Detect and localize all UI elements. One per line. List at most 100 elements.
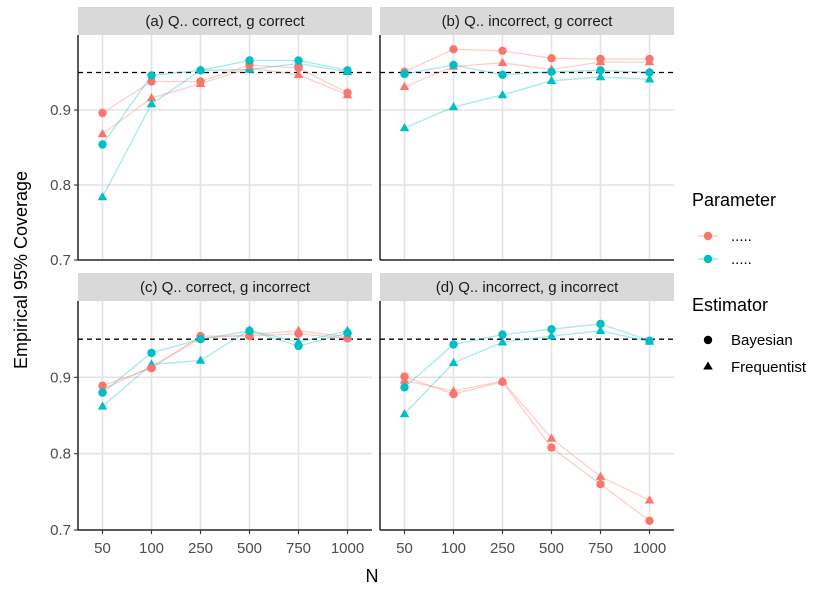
- legend-key-triangle: [703, 361, 713, 370]
- point-bayesian-param1: [147, 364, 156, 373]
- point-bayesian-param1: [498, 46, 507, 55]
- series-line-param1-frequentist: [102, 330, 348, 391]
- facet-strip: [78, 273, 372, 301]
- point-bayesian-param1: [596, 54, 605, 64]
- y-axes: 0.7 0.8 0.9 0.7 0.8 0.9: [50, 102, 78, 539]
- point-frequentist-param1: [146, 93, 157, 102]
- point-frequentist-param2: [195, 355, 206, 364]
- series-line-param2-frequentist: [102, 329, 348, 407]
- point-frequentist-param2: [497, 90, 508, 99]
- series-line-param2-frequentist: [404, 76, 650, 129]
- point-bayesian-param1: [147, 77, 156, 86]
- facet-panel-3: (c) Q.. correct, g incorrect: [77, 273, 372, 531]
- series-points: [399, 45, 655, 132]
- facet-strip-title: (d) Q.. incorrect, g incorrect: [436, 279, 619, 296]
- point-bayesian-param1: [547, 54, 556, 63]
- x-tick-label: 500: [539, 540, 564, 557]
- y-tick-label: 0.9: [50, 102, 71, 119]
- facet-strip-title: (b) Q.. incorrect, g correct: [442, 13, 614, 30]
- facet-strip: [380, 273, 674, 301]
- legend-label-param1: .....: [731, 228, 752, 245]
- series-lines: [404, 48, 650, 129]
- series-points: [97, 325, 353, 410]
- legend-item-param1: .....: [698, 228, 752, 245]
- point-bayesian-param2: [147, 348, 156, 358]
- point-bayesian-param2: [400, 69, 409, 79]
- legend-key-point-param2: [703, 254, 713, 264]
- point-bayesian-param2: [98, 388, 107, 397]
- point-bayesian-param1: [98, 108, 107, 118]
- panel-grid: [380, 35, 674, 261]
- series-lines: [404, 323, 650, 522]
- facet-strip: [380, 7, 674, 35]
- point-bayesian-param2: [196, 335, 205, 344]
- series-line-param1-frequentist: [404, 61, 650, 88]
- facet-panel-2: (b) Q.. incorrect, g correct: [379, 7, 674, 261]
- point-bayesian-param2: [645, 68, 654, 77]
- point-bayesian-param1: [645, 516, 654, 525]
- y-tick-label: 0.7: [50, 252, 71, 269]
- point-bayesian-param2: [547, 67, 556, 77]
- legend-key-circle: [703, 335, 713, 345]
- series-points: [97, 56, 353, 201]
- x-tick-label: 50: [94, 540, 111, 557]
- point-frequentist-param1: [546, 433, 557, 442]
- point-bayesian-param2: [645, 336, 654, 345]
- x-tick-label: 1000: [331, 540, 364, 557]
- legend-key-point-param1: [703, 231, 713, 241]
- point-bayesian-param2: [449, 340, 458, 349]
- point-frequentist-param1: [497, 57, 508, 66]
- facet-strip-title: (c) Q.. correct, g incorrect: [140, 279, 311, 296]
- series-line-param2-bayesian: [404, 323, 650, 388]
- point-frequentist-param1: [399, 81, 410, 90]
- point-frequentist-param2: [146, 99, 157, 108]
- point-bayesian-param1: [400, 372, 409, 381]
- point-frequentist-param2: [97, 192, 108, 201]
- point-bayesian-param2: [596, 66, 605, 75]
- point-frequentist-param1: [595, 471, 606, 480]
- x-axes: 50 100 250 500 750 1000 50 100 250 500 750 1000: [94, 530, 666, 557]
- legend-item-param2: .....: [698, 251, 752, 268]
- point-bayesian-param2: [343, 66, 352, 75]
- x-axis-title: N: [366, 566, 379, 586]
- legend-label-bayesian: Bayesian: [731, 332, 793, 349]
- point-frequentist-param2: [448, 102, 459, 111]
- facet-panel-1: (a) Q.. correct, g correct: [77, 7, 372, 261]
- legend-label-frequentist: Frequentist: [731, 359, 807, 376]
- y-tick-label: 0.8: [50, 446, 71, 463]
- point-bayesian-param1: [196, 77, 205, 86]
- point-frequentist-param2: [399, 408, 410, 418]
- legend-label-param2: .....: [731, 251, 752, 268]
- point-bayesian-param2: [245, 326, 254, 335]
- point-frequentist-param2: [497, 337, 508, 346]
- facet-strip-title: (a) Q.. correct, g correct: [145, 13, 305, 30]
- point-frequentist-param2: [546, 331, 557, 340]
- legend: Parameter ..... ..... Estimator Bayesian…: [692, 190, 807, 376]
- y-axis-title: Empirical 95% Coverage: [11, 171, 31, 369]
- series-line-param2-bayesian: [102, 330, 348, 394]
- point-bayesian-param2: [294, 56, 303, 65]
- point-bayesian-param1: [98, 381, 107, 390]
- point-bayesian-param1: [596, 480, 605, 489]
- y-tick-label: 0.8: [50, 177, 71, 194]
- series-line-param2-bayesian: [101, 59, 348, 145]
- series-line-param2-frequentist: [404, 330, 650, 415]
- point-frequentist-param2: [595, 325, 606, 335]
- point-bayesian-param2: [196, 66, 205, 75]
- legend-title-estimator: Estimator: [692, 295, 768, 315]
- series-line-param2-frequentist: [101, 62, 348, 198]
- x-tick-label: 750: [588, 540, 613, 557]
- point-bayesian-param1: [294, 63, 303, 73]
- series-line-param2-bayesian: [404, 64, 650, 76]
- y-tick-label: 0.7: [50, 522, 71, 539]
- series-line-param1-bayesian: [404, 48, 650, 73]
- point-bayesian-param2: [343, 328, 352, 338]
- point-bayesian-param2: [449, 60, 458, 70]
- point-bayesian-param1: [547, 443, 556, 452]
- series-line-param1-bayesian: [102, 64, 348, 114]
- series-lines: [101, 59, 348, 198]
- legend-item-frequentist: Frequentist: [703, 359, 807, 376]
- facet-strip: [78, 7, 372, 35]
- point-bayesian-param1: [645, 54, 654, 64]
